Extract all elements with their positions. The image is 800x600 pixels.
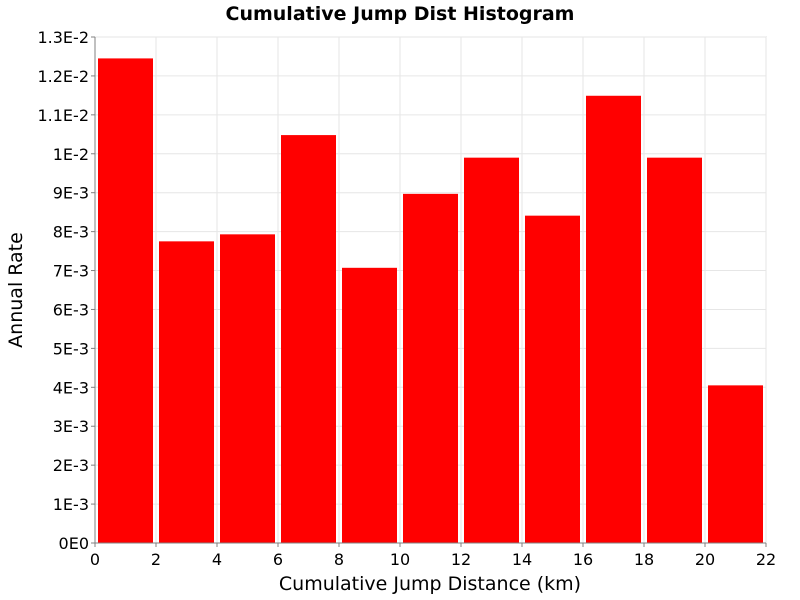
axes xyxy=(91,36,767,547)
histogram-bar xyxy=(586,95,641,544)
y-tick-label: 1E-2 xyxy=(53,145,89,164)
histogram-bar xyxy=(464,157,519,543)
histogram-bar xyxy=(647,157,702,543)
x-tick-label: 20 xyxy=(695,550,715,569)
tick-labels: 0 2 4 6 8 10 12 14 16 18 20 22 0E0 1E-3 2E-3 3E-3 4E-3 5E… xyxy=(37,28,776,569)
y-tick-label: 6E-3 xyxy=(53,300,89,319)
x-tick-label: 22 xyxy=(756,550,776,569)
x-tick-label: 18 xyxy=(634,550,654,569)
x-tick-label: 6 xyxy=(273,550,283,569)
y-tick-label: 5E-3 xyxy=(53,339,89,358)
chart-title: Cumulative Jump Dist Histogram xyxy=(226,3,575,25)
histogram-bar xyxy=(281,135,336,543)
y-axis-label: Annual Rate xyxy=(5,232,27,348)
x-tick-label: 2 xyxy=(151,550,161,569)
bars xyxy=(98,58,763,544)
histogram-bar xyxy=(403,193,458,544)
y-tick-label: 0E0 xyxy=(59,534,89,553)
x-tick-label: 4 xyxy=(212,550,222,569)
y-tick-label: 1.1E-2 xyxy=(37,106,89,125)
histogram-bar xyxy=(525,215,580,543)
y-tick-label: 4E-3 xyxy=(53,378,89,397)
x-tick-label: 14 xyxy=(512,550,532,569)
x-tick-label: 16 xyxy=(573,550,593,569)
y-tick-label: 1E-3 xyxy=(53,495,89,514)
histogram-bar xyxy=(220,234,275,543)
y-tick-label: 3E-3 xyxy=(53,417,89,436)
y-tick-label: 1.2E-2 xyxy=(37,67,89,86)
y-tick-label: 2E-3 xyxy=(53,456,89,475)
x-tick-label: 0 xyxy=(90,550,100,569)
y-tick-label: 1.3E-2 xyxy=(37,28,89,47)
histogram-bar xyxy=(98,58,153,543)
y-tick-label: 9E-3 xyxy=(53,184,89,203)
x-tick-label: 8 xyxy=(334,550,344,569)
histogram-bar xyxy=(708,385,763,543)
histogram-bar xyxy=(342,267,397,543)
x-tick-label: 10 xyxy=(390,550,410,569)
y-tick-label: 8E-3 xyxy=(53,223,89,242)
x-tick-label: 12 xyxy=(451,550,471,569)
y-tick-label: 7E-3 xyxy=(53,262,89,281)
x-axis-label: Cumulative Jump Distance (km) xyxy=(279,573,581,595)
histogram-bar xyxy=(159,241,214,543)
